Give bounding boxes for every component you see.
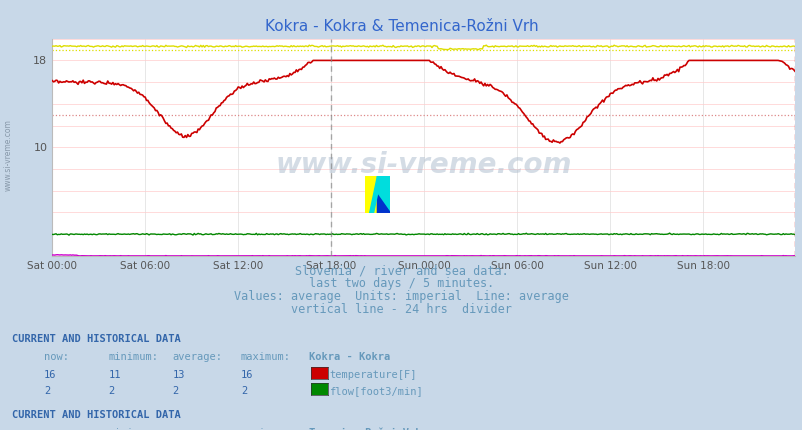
Text: vertical line - 24 hrs  divider: vertical line - 24 hrs divider [290,303,512,316]
Text: Values: average  Units: imperial  Line: average: Values: average Units: imperial Line: av… [233,290,569,303]
Text: CURRENT AND HISTORICAL DATA: CURRENT AND HISTORICAL DATA [12,334,180,344]
Text: 11: 11 [108,370,121,380]
Text: flow[foot3/min]: flow[foot3/min] [329,386,423,396]
Polygon shape [377,194,390,213]
Text: minimum:: minimum: [108,352,158,362]
Text: 2: 2 [108,386,115,396]
Text: 16: 16 [44,370,57,380]
Text: Temenica-Rožni Vrh: Temenica-Rožni Vrh [309,428,421,430]
Text: now:: now: [44,352,69,362]
Text: average:: average: [172,352,222,362]
Text: Kokra - Kokra: Kokra - Kokra [309,352,390,362]
Text: 2: 2 [241,386,247,396]
Text: temperature[F]: temperature[F] [329,370,416,380]
Polygon shape [377,176,390,213]
Text: average:: average: [172,428,222,430]
Text: 16: 16 [241,370,253,380]
Polygon shape [369,176,381,213]
Text: 13: 13 [172,370,185,380]
Text: CURRENT AND HISTORICAL DATA: CURRENT AND HISTORICAL DATA [12,410,180,420]
Text: maximum:: maximum: [241,352,290,362]
Text: 2: 2 [44,386,51,396]
Text: Slovenia / river and sea data.: Slovenia / river and sea data. [294,264,508,277]
Text: last two days / 5 minutes.: last two days / 5 minutes. [309,277,493,290]
Bar [364,176,377,213]
Text: 2: 2 [172,386,179,396]
Text: now:: now: [44,428,69,430]
Text: Kokra - Kokra & Temenica-Rožni Vrh: Kokra - Kokra & Temenica-Rožni Vrh [265,19,537,34]
Text: www.si-vreme.com: www.si-vreme.com [275,150,571,178]
Text: minimum:: minimum: [108,428,158,430]
Text: www.si-vreme.com: www.si-vreme.com [3,119,13,191]
Text: maximum:: maximum: [241,428,290,430]
